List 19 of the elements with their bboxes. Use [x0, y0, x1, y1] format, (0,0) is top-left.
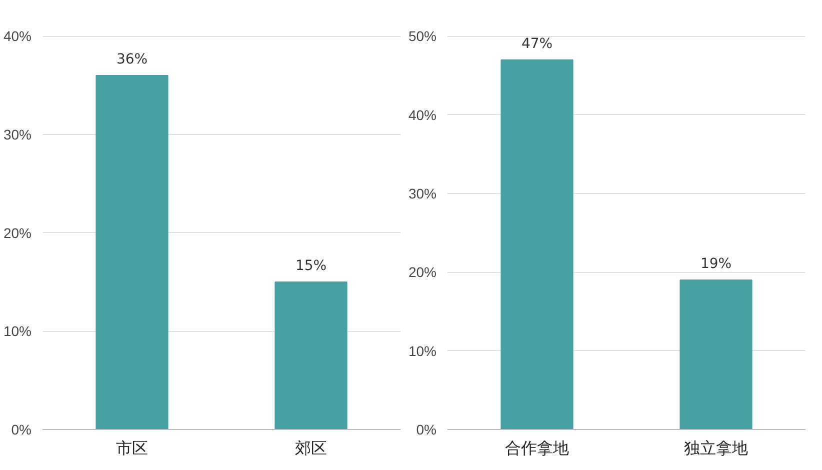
x-tick-label: 合作拿地 — [505, 440, 569, 458]
y-tick-label: 30% — [3, 126, 32, 143]
data-label: 36% — [116, 52, 148, 68]
y-tick-label: 40% — [3, 28, 32, 44]
y-tick-label: 30% — [408, 186, 437, 202]
y-tick-label: 20% — [408, 264, 437, 280]
y-tick-label: 10% — [3, 323, 32, 340]
y-tick-label: 50% — [408, 28, 437, 44]
x-tick-label: 郊区 — [295, 440, 327, 458]
x-tick-label: 独立拿地 — [684, 440, 748, 458]
data-label: 19% — [700, 256, 732, 272]
y-tick-label: 10% — [408, 342, 437, 359]
data-label: 47% — [521, 36, 553, 52]
y-tick-label: 0% — [11, 422, 32, 438]
y-tick-label: 0% — [416, 422, 436, 438]
data-label: 15% — [295, 258, 327, 274]
x-tick-label: 市区 — [116, 440, 148, 458]
y-tick-label: 20% — [3, 224, 32, 241]
y-tick-label: 40% — [408, 106, 437, 123]
